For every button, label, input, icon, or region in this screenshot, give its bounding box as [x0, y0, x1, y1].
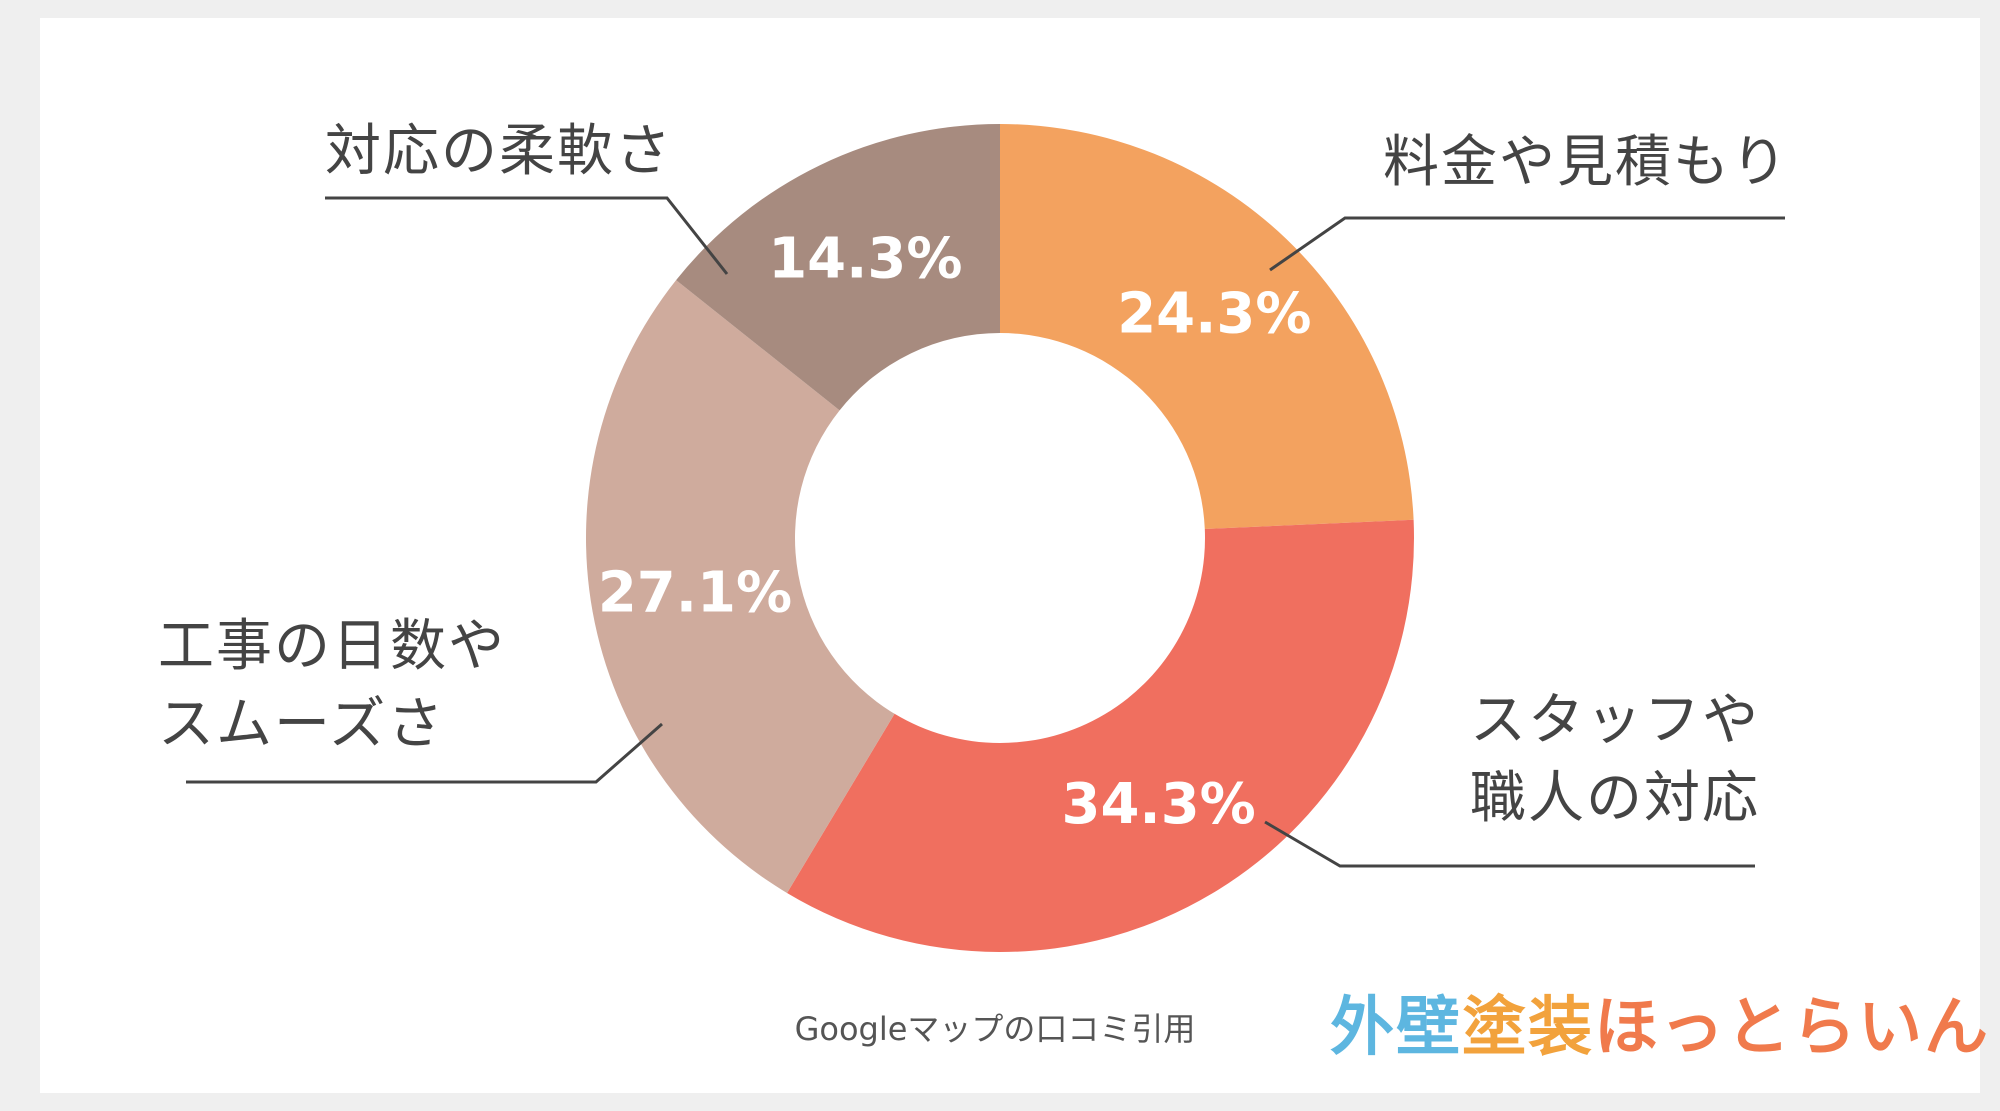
leader-line-duration: [186, 722, 663, 784]
leader-lines-layer: [186, 196, 1785, 868]
leader-line-flexibility: [325, 196, 729, 275]
source-caption: Googleマップの口コミ引用: [794, 1010, 1196, 1048]
donut-slice-staff: [787, 519, 1414, 952]
slice-value-label-fee: 24.3%: [1117, 282, 1311, 347]
leader-line-fee: [1269, 216, 1785, 272]
category-label-staff: スタッフや 職人の対応: [1470, 688, 1760, 831]
slices-layer: [586, 124, 1414, 952]
donut-slice-fee: [1000, 124, 1414, 529]
category-label-duration: 工事の日数や スムーズさ: [158, 614, 506, 757]
brand-logo-part2: 塗装: [1462, 991, 1594, 1065]
brand-logo-part3: ほっとらいん: [1594, 991, 1990, 1065]
leader-line-staff: [1264, 820, 1755, 868]
slice-value-label-duration: 27.1%: [598, 561, 792, 626]
slice-value-label-staff: 34.3%: [1061, 772, 1255, 837]
donut-slice-duration: [586, 280, 895, 894]
donut-slice-flexibility: [676, 124, 1000, 411]
slice-value-label-flexibility: 14.3%: [768, 226, 962, 291]
value-labels-layer: 24.3% 34.3% 27.1% 14.3%: [598, 226, 1312, 837]
category-label-flexibility: 対応の柔軟さ: [325, 119, 673, 184]
brand-logo: 外壁塗装ほっとらいん: [1330, 990, 1988, 1066]
brand-logo-part1: 外壁: [1330, 991, 1462, 1065]
category-label-fee: 料金や見積もり: [1383, 130, 1789, 195]
